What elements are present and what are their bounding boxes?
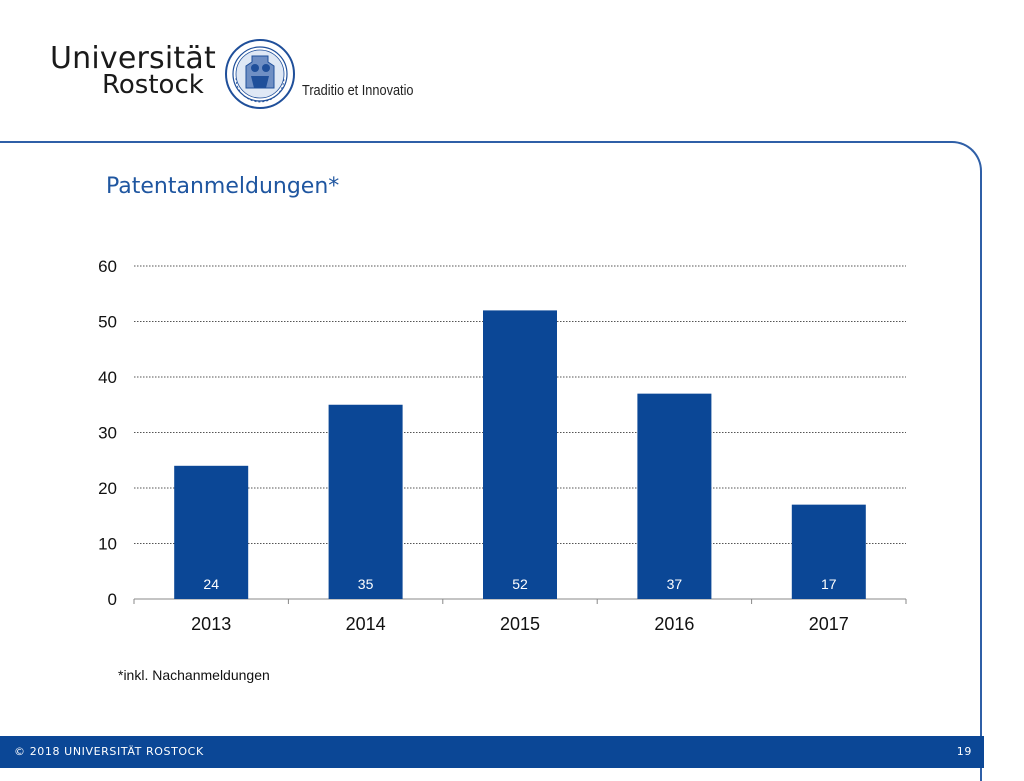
bar-2015 [483,310,557,599]
y-tick-label: 20 [98,479,117,498]
bar-chart: 0 10 20 30 40 50 60 24 2013 35 2014 52 2015 37 2016 17 2… [98,257,907,634]
data-label-2017: 17 [821,576,837,592]
data-label-2014: 35 [358,576,374,592]
x-tick-label-2014: 2014 [346,614,386,634]
y-tick-label: 40 [98,368,117,387]
logo-line-universitaet: Universität [50,41,216,76]
bar-2014 [328,404,403,599]
university-seal-icon [225,39,295,109]
bar-2013 [174,465,249,599]
data-label-2016: 37 [667,576,683,592]
x-tick-label-2013: 2013 [191,614,231,634]
chart-footnote: *inkl. Nachanmeldungen [118,667,270,683]
university-motto: Traditio et Innovatio [302,82,414,99]
y-tick-label: 50 [98,313,117,332]
y-tick-label: 10 [98,535,117,554]
page-number: 19 [956,745,972,758]
x-tick-label-2016: 2016 [654,614,694,634]
slide-title: Patentanmeldungen* [106,174,340,199]
y-tick-label: 60 [98,257,117,276]
bar-2017 [791,504,866,599]
university-logo-wordmark: Universität Rostock [50,41,216,100]
x-tick-label-2015: 2015 [500,614,540,634]
y-tick-label: 30 [98,424,117,443]
footer-bar: © 2018 UNIVERSITÄT ROSTOCK 19 [0,736,984,768]
y-tick-label: 0 [108,590,117,609]
footer-copyright: © 2018 UNIVERSITÄT ROSTOCK [14,745,204,758]
data-label-2013: 24 [203,576,219,592]
x-tick-label-2017: 2017 [809,614,849,634]
bar-2016 [637,393,712,599]
logo-line-rostock: Rostock [102,70,204,100]
data-label-2015: 52 [512,576,528,592]
slide-frame [0,141,982,781]
